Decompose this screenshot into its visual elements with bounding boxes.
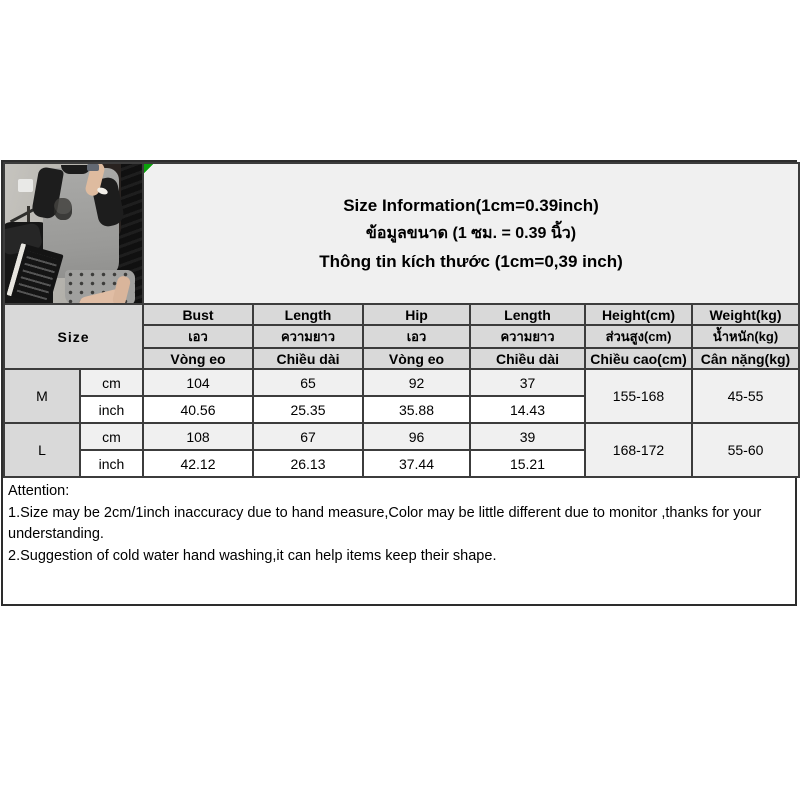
size-value-cell: 25.35 xyxy=(252,395,364,424)
unit-label-inch: inch xyxy=(79,449,144,478)
row-label-size-l: L xyxy=(3,422,81,478)
size-value-cell: 65 xyxy=(252,368,364,397)
col-header-th: เอว xyxy=(362,324,471,349)
size-value-cell: 39 xyxy=(469,422,586,451)
attention-heading: Attention: xyxy=(8,483,70,499)
col-header-vi: Chiều dài xyxy=(252,347,364,370)
unit-label-inch: inch xyxy=(79,395,144,424)
size-value-cell: 37.44 xyxy=(362,449,471,478)
unit-label-cm: cm xyxy=(79,368,144,397)
col-header-en: Weight(kg) xyxy=(691,303,800,326)
size-value-cell: 104 xyxy=(142,368,254,397)
col-header-th: เอว xyxy=(142,324,254,349)
row-label-size-m: M xyxy=(3,368,81,424)
size-value-cell: 92 xyxy=(362,368,471,397)
col-header-th: ความยาว xyxy=(469,324,586,349)
size-value-cell: 96 xyxy=(362,422,471,451)
col-header-en: Length xyxy=(469,303,586,326)
size-table: Size Information(1cm=0.39inch) ข้อมูลขนา… xyxy=(3,162,800,478)
col-header-vi: Chiều dài xyxy=(469,347,586,370)
attention-note-1: 1.Size may be 2cm/1inch inaccuracy due t… xyxy=(8,504,762,543)
photo-chest-print-shape xyxy=(54,198,72,220)
size-value-cell: 35.88 xyxy=(362,395,471,424)
title-line-en: Size Information(1cm=0.39inch) xyxy=(343,195,599,215)
col-header-en: Hip xyxy=(362,303,471,326)
product-photo xyxy=(6,165,141,302)
unit-label-cm: cm xyxy=(79,422,144,451)
size-corner-header: Size xyxy=(3,303,144,370)
col-header-th: ความยาว xyxy=(252,324,364,349)
size-value-cell: 40.56 xyxy=(142,395,254,424)
size-value-cell: 108 xyxy=(142,422,254,451)
size-value-cell: 14.43 xyxy=(469,395,586,424)
size-value-cell: 15.21 xyxy=(469,449,586,478)
attention-section: Attention: 1.Size may be 2cm/1inch inacc… xyxy=(3,478,795,604)
photo-phone-shape xyxy=(87,165,99,171)
title-line-vi: Thông tin kích thước (1cm=0,39 inch) xyxy=(319,251,623,271)
photo-wall-plate xyxy=(18,179,33,192)
height-range-l: 168-172 xyxy=(584,422,693,478)
size-value-cell: 67 xyxy=(252,422,364,451)
size-chart-sheet: Size Information(1cm=0.39inch) ข้อมูลขนา… xyxy=(1,160,800,606)
size-value-cell: 42.12 xyxy=(142,449,254,478)
col-header-th: น้ำหนัก(kg) xyxy=(691,324,800,349)
col-header-en: Height(cm) xyxy=(584,303,693,326)
title-cell: Size Information(1cm=0.39inch) ข้อมูลขนา… xyxy=(142,162,800,305)
attention-note-2: 2.Suggestion of cold water hand washing,… xyxy=(8,547,497,564)
title-line-th: ข้อมูลขนาด (1 ซม. = 0.39 นิ้ว) xyxy=(365,224,577,242)
height-range-m: 155-168 xyxy=(584,368,693,424)
col-header-vi: Cân nặng(kg) xyxy=(691,347,800,370)
col-header-en: Bust xyxy=(142,303,254,326)
product-photo-cell xyxy=(3,162,144,305)
col-header-vi: Vòng eo xyxy=(362,347,471,370)
size-value-cell: 26.13 xyxy=(252,449,364,478)
weight-range-m: 45-55 xyxy=(691,368,800,424)
col-header-en: Length xyxy=(252,303,364,326)
col-header-vi: Vòng eo xyxy=(142,347,254,370)
col-header-vi: Chiều cao(cm) xyxy=(584,347,693,370)
col-header-th: ส่วนสูง(cm) xyxy=(584,324,693,349)
size-value-cell: 37 xyxy=(469,368,586,397)
cell-error-marker-icon xyxy=(145,165,153,173)
photo-collar-shape xyxy=(61,165,91,174)
weight-range-l: 55-60 xyxy=(691,422,800,478)
